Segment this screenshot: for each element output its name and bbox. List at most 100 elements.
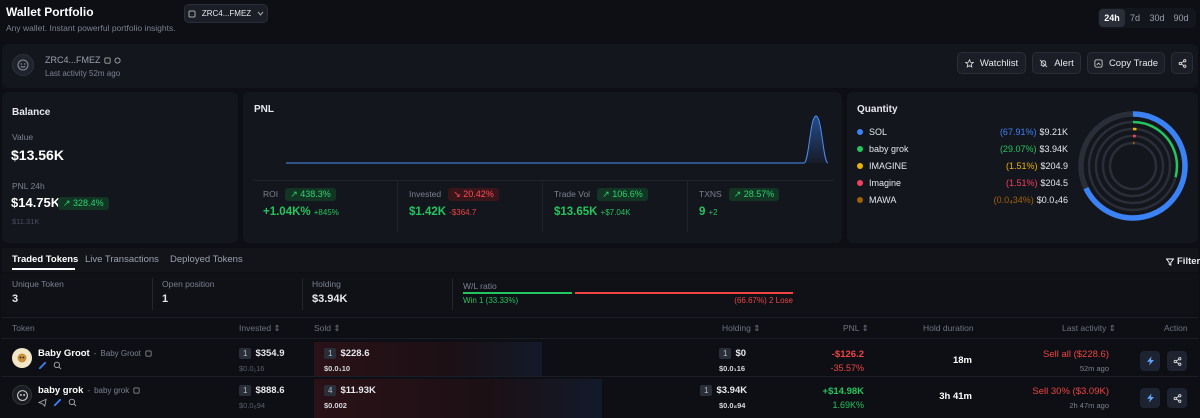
- legend-value: $9.21K: [1039, 126, 1068, 137]
- row-share-button[interactable]: [1167, 351, 1187, 371]
- legend-dot: [857, 196, 863, 203]
- alert-button[interactable]: Alert: [1032, 52, 1081, 74]
- copy-icon[interactable]: [145, 350, 152, 357]
- wl-win-bar: [463, 292, 572, 294]
- stat-trade-vol: Trade Vol ↗ 106.6% $13.65K +$7.04K: [543, 181, 688, 232]
- sort-icon: ⇕: [861, 323, 869, 333]
- search-icon[interactable]: [53, 361, 62, 370]
- quick-trade-button[interactable]: [1140, 351, 1160, 371]
- tab-deployed-tokens[interactable]: Deployed Tokens: [170, 254, 243, 265]
- explorer-icon[interactable]: [113, 56, 121, 64]
- filter-icon: [1166, 258, 1174, 266]
- col-last-activity[interactable]: Last activity ⇕: [1062, 323, 1116, 334]
- timeframe-24h[interactable]: 24h: [1099, 9, 1125, 27]
- watchlist-button[interactable]: Watchlist: [957, 52, 1026, 74]
- balance-card: [2, 92, 238, 243]
- last-activity-action: Sell all ($228.6): [1042, 349, 1109, 360]
- share-button[interactable]: [1171, 52, 1193, 74]
- pnl-24h-badge-text: 328.4%: [73, 198, 104, 208]
- last-activity-time: 52m ago: [1079, 364, 1109, 373]
- col-pnl[interactable]: PNL ⇕: [843, 323, 869, 334]
- col-token: Token: [12, 323, 35, 333]
- legend-pct: (67.91%): [999, 126, 1037, 137]
- token-alias-sep: -: [87, 386, 91, 395]
- pnl-percent: 1.69K%: [832, 400, 864, 410]
- alert-label: Alert: [1054, 57, 1074, 69]
- table-row[interactable]: [2, 341, 1198, 377]
- sort-icon: ⇕: [753, 323, 761, 333]
- timeframe-30d[interactable]: 30d: [1149, 13, 1165, 23]
- legend-name: MAWA: [869, 194, 897, 205]
- wl-lose-text: (66.67%) 2 Lose: [734, 296, 793, 305]
- summary-holding: Holding $3.94K: [312, 279, 347, 305]
- copy-trade-button[interactable]: Copy Trade: [1087, 52, 1165, 74]
- pnl-stats-row: ROI ↗ 438.3% +1.04K% +845% Invested ↘ 20…: [253, 180, 833, 232]
- table-header: [2, 317, 1198, 339]
- tab-traded-tokens[interactable]: Traded Tokens: [12, 254, 79, 265]
- sort-icon: ⇕: [333, 323, 341, 333]
- copy-address-icon[interactable]: [103, 56, 111, 64]
- holding-sub: $0.0₁16: [719, 364, 746, 373]
- ring-arc-imagine: [1101, 134, 1165, 198]
- stat-invested-sub: -$364.7: [449, 208, 477, 217]
- summary-open-label: Open position: [162, 279, 215, 289]
- pnl-sparkline: [286, 115, 829, 164]
- legend-value: $204.9: [1040, 160, 1068, 171]
- col-holding[interactable]: Holding ⇕: [722, 323, 760, 334]
- filter-button[interactable]: Filter: [1166, 256, 1200, 267]
- search-icon[interactable]: [68, 398, 77, 407]
- col-invested[interactable]: Invested ⇕: [239, 323, 281, 334]
- legend-name: SOL: [869, 126, 888, 137]
- wl-ratio-bar: [463, 292, 793, 294]
- sold-count: 1: [324, 348, 337, 359]
- summary-holding-value: $3.94K: [312, 293, 348, 305]
- token-alias: Baby Groot: [100, 349, 141, 358]
- hold-duration: 18m: [952, 355, 972, 366]
- legend-name: IMAGINE: [869, 160, 908, 171]
- summary-divider: [152, 278, 153, 310]
- col-sold[interactable]: Sold ⇕: [314, 323, 341, 334]
- last-activity: Last activity 52m ago: [45, 69, 121, 78]
- stat-invested-badge-text: 20.42%: [463, 189, 494, 199]
- quantity-radial-chart: [1078, 111, 1188, 221]
- legend-item: baby grok (29.07%) $3.94K: [857, 140, 1068, 157]
- col-invested-label: Invested: [239, 323, 272, 333]
- token-name[interactable]: baby grok: [38, 385, 84, 396]
- stat-txns-sub: +2: [708, 208, 718, 217]
- wallet-selector[interactable]: ZRC4...FMEZ: [184, 4, 268, 23]
- wallet-address: ZRC4...FMEZ: [45, 55, 101, 65]
- summary-unique: Unique Token 3: [12, 279, 64, 305]
- summary-divider: [302, 278, 303, 310]
- timeframe-7d[interactable]: 7d: [1129, 13, 1140, 23]
- tab-live-transactions[interactable]: Live Transactions: [85, 254, 159, 265]
- invested-sub: $0.0₈94: [239, 401, 266, 410]
- copy-trade-icon: [1094, 58, 1103, 68]
- legend-dot: [857, 145, 863, 152]
- pnl-24h-badge: ↗ 328.4%: [58, 197, 109, 210]
- quick-trade-button[interactable]: [1140, 388, 1160, 408]
- tab-active-underline: [12, 268, 75, 270]
- legend-item: Imagine (1.51%) $204.5: [857, 174, 1068, 191]
- col-sold-label: Sold: [314, 323, 332, 333]
- token-name[interactable]: Baby Groot: [38, 348, 90, 359]
- pump-icon[interactable]: [38, 361, 47, 370]
- row-share-button[interactable]: [1167, 388, 1187, 408]
- invested-sub: $0.0₁16: [239, 364, 265, 373]
- telegram-icon[interactable]: [38, 398, 47, 407]
- stat-txns-value: 9: [699, 206, 706, 218]
- copy-icon[interactable]: [133, 387, 140, 394]
- timeframe-90d[interactable]: 90d: [1173, 13, 1189, 23]
- token-avatar: [12, 385, 32, 405]
- stat-txns-label: TXNS: [699, 189, 722, 199]
- token-alias: baby grok: [94, 386, 130, 395]
- legend-item: IMAGINE (1.51%) $204.9: [857, 157, 1068, 174]
- stat-roi-value: +1.04K%: [263, 206, 311, 218]
- legend-dot: [857, 162, 863, 169]
- ring-arc-baby-grok: [1087, 120, 1179, 212]
- wl-lose-bar: [575, 292, 793, 294]
- balance-title: Balance: [12, 107, 51, 118]
- invested-value: $888.6: [255, 385, 285, 396]
- legend-name: baby grok: [869, 143, 909, 154]
- pump-icon[interactable]: [53, 398, 62, 407]
- last-activity-action: Sell 30% ($3.09K): [1032, 386, 1109, 397]
